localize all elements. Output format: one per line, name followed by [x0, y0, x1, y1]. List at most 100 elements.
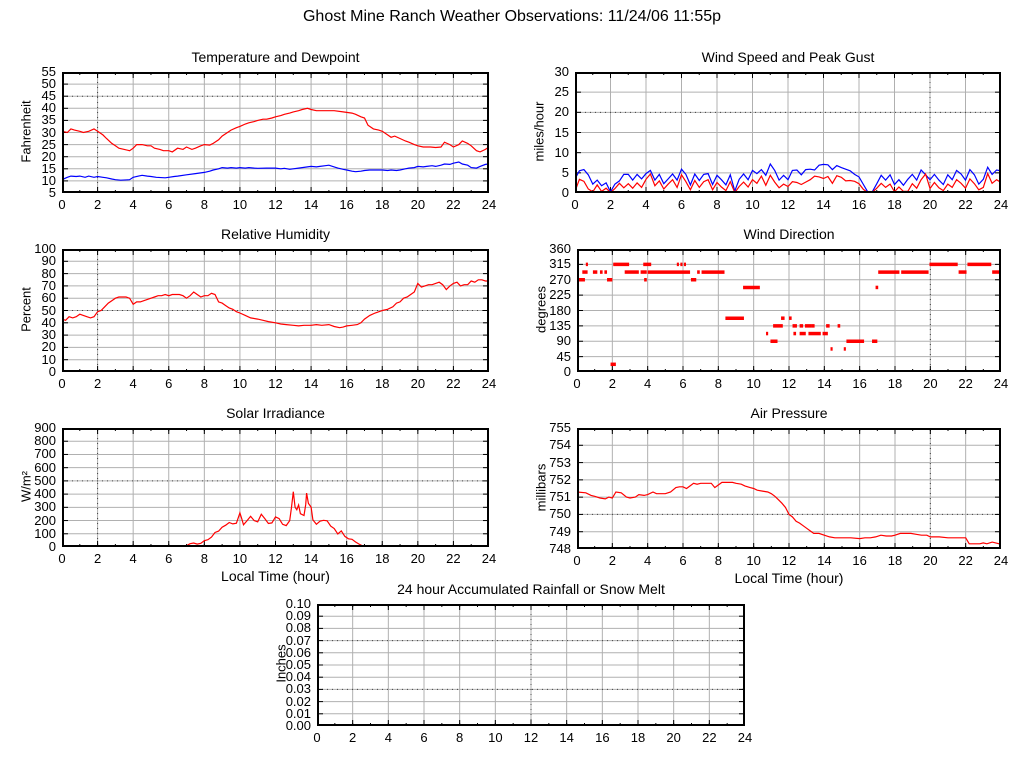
y-tick-label: 20	[41, 148, 56, 164]
x-tick-label: 0	[573, 376, 581, 391]
x-tick-label: 8	[714, 553, 722, 568]
plot-area	[574, 71, 1002, 194]
y-tick-label: 20	[41, 339, 56, 355]
solar-irradiance-chart: Solar Irradiance W/m² Local Time (hour) …	[0, 400, 512, 600]
x-tick-label: 12	[268, 551, 283, 566]
x-tick-label: 10	[746, 376, 761, 391]
y-tick-label: 0.00	[285, 718, 311, 733]
x-tick-label: 0	[571, 197, 579, 212]
chart-title: Wind Speed and Peak Gust	[701, 49, 875, 65]
y-tick-label: 30	[41, 124, 56, 140]
y-tick-label: 0.10	[285, 596, 311, 611]
y-tick-label: 45	[41, 88, 56, 104]
accumulated-rainfall-chart: 24 hour Accumulated Rainfall or Snow Mel…	[255, 576, 767, 768]
x-tick-label: 4	[129, 376, 137, 391]
y-tick-label: 25	[554, 84, 569, 100]
x-tick-label: 22	[446, 376, 461, 391]
x-tick-label: 12	[523, 730, 539, 745]
x-tick-label: 12	[268, 197, 283, 212]
y-tick-label: 0.01	[285, 705, 311, 721]
x-tick-label: 4	[644, 553, 652, 568]
page-title: Ghost Mine Ranch Weather Observations: 1…	[302, 8, 722, 25]
x-tick-label: 4	[129, 197, 137, 212]
y-tick-label: 5	[561, 164, 569, 180]
y-tick-label: 35	[41, 112, 56, 128]
x-tick-label: 2	[93, 197, 102, 212]
x-tick-label: 24	[481, 551, 497, 566]
plot-area	[61, 71, 490, 194]
y-tick-label: 0.08	[285, 620, 311, 636]
x-tick-label: 20	[923, 376, 938, 391]
x-tick-label: 8	[200, 197, 208, 212]
x-tick-label: 12	[780, 197, 796, 212]
x-tick-label: 6	[165, 551, 173, 566]
x-tick-label: 20	[410, 376, 426, 391]
x-tick-label: 24	[993, 376, 1009, 391]
y-tick-label: 0.09	[285, 608, 311, 624]
chart-title: 24 hour Accumulated Rainfall or Snow Mel…	[397, 581, 665, 597]
wind-direction-chart: Wind Direction degrees 0 2 4 6 8 10 12 14 16 18 20…	[515, 221, 1024, 397]
x-tick-label: 10	[232, 551, 248, 566]
y-tick-label: 25	[41, 136, 56, 152]
y-tick-label: 20	[554, 104, 569, 120]
y-tick-label: 800	[34, 433, 56, 449]
y-tick-label: 500	[34, 472, 56, 488]
accumulated-rainfall-plot-svg	[316, 603, 746, 727]
x-tick-label: 6	[677, 197, 686, 212]
x-tick-label: 20	[666, 730, 681, 745]
y-tick-label: 0.06	[285, 644, 311, 660]
x-tick-label: 10	[488, 730, 503, 745]
y-tick-label: 0	[48, 364, 56, 379]
y-tick-label: 0	[48, 539, 56, 554]
x-tick-label: 10	[745, 197, 760, 212]
x-tick-label: 0	[58, 197, 66, 212]
x-tick-label: 22	[702, 730, 717, 745]
x-tick-label: 8	[714, 376, 722, 391]
y-tick-label: 100	[34, 241, 56, 256]
y-tick-label: 30	[41, 327, 56, 343]
x-tick-label: 2	[349, 730, 357, 745]
relative-humidity-plot-svg	[61, 248, 490, 373]
x-tick-label: 10	[746, 553, 761, 568]
x-tick-label: 12	[781, 376, 797, 391]
y-tick-label: 755	[549, 420, 571, 435]
y-tick-label: 0.02	[285, 693, 311, 709]
y-tick-label: 70	[41, 277, 56, 293]
x-tick-label: 22	[446, 197, 461, 212]
x-tick-label: 2	[608, 553, 616, 568]
wind-direction-plot-svg	[576, 248, 1002, 374]
chart-title: Air Pressure	[750, 405, 828, 421]
chart-title: Solar Irradiance	[226, 405, 325, 421]
y-tick-label: 135	[549, 317, 571, 333]
y-tick-label: 100	[34, 525, 56, 541]
y-tick-label: 270	[549, 271, 571, 287]
x-tick-label: 14	[816, 197, 831, 212]
x-tick-label: 2	[93, 376, 102, 391]
wind-speed-gust-plot-svg	[574, 71, 1002, 194]
y-tick-label: 752	[549, 471, 571, 487]
x-tick-label: 18	[887, 197, 902, 212]
x-tick-label: 14	[817, 553, 832, 568]
x-tick-label: 14	[303, 197, 319, 212]
y-tick-label: 0.03	[285, 681, 311, 697]
y-tick-label: 750	[549, 506, 571, 522]
x-tick-label: 24	[481, 197, 497, 212]
x-tick-label: 6	[165, 197, 173, 212]
y-tick-label: 50	[41, 302, 56, 318]
x-axis-label: Local Time (hour)	[734, 570, 844, 586]
y-tick-label: 753	[549, 454, 571, 470]
chart-title: Relative Humidity	[221, 226, 330, 242]
y-tick-label: 749	[549, 523, 571, 539]
y-tick-label: 0.05	[285, 657, 311, 672]
y-tick-label: 30	[554, 64, 569, 79]
x-tick-label: 22	[446, 551, 461, 566]
x-tick-label: 16	[339, 551, 354, 566]
x-tick-label: 16	[339, 376, 354, 391]
x-tick-label: 24	[481, 376, 497, 391]
y-tick-label: 900	[34, 420, 56, 435]
y-tick-label: 600	[34, 459, 56, 475]
plot-area	[576, 248, 1002, 374]
